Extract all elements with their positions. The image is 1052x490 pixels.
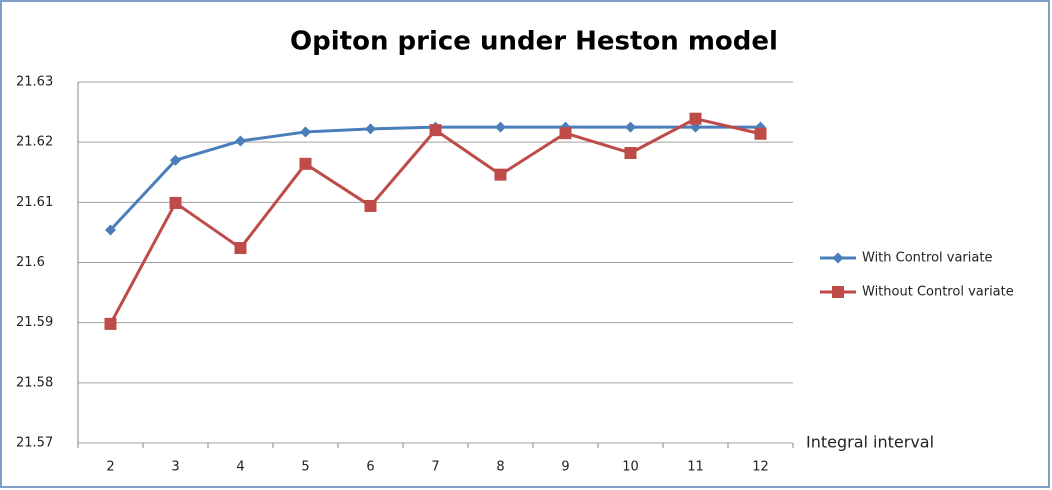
x-tick-label: 6 [366,460,374,475]
x-tick-label: 3 [171,460,179,475]
data-point [234,242,247,255]
data-point [429,124,442,137]
x-tick-label: 10 [622,460,639,475]
legend-label: Without Control variate [862,285,1014,300]
y-tick-label: 21.6 [16,255,45,270]
data-point [365,123,376,135]
y-tick-label: 21.62 [16,135,53,150]
data-point [625,121,636,133]
legend-label: With Control variate [862,251,992,266]
data-point [624,146,637,159]
x-tick-label: 11 [687,460,704,475]
data-point [364,199,377,212]
x-tick-label: 9 [561,460,569,475]
data-point [754,127,767,140]
y-tick-label: 21.59 [16,315,53,330]
data-point [300,126,311,138]
y-tick-label: 21.61 [16,195,53,210]
y-tick-label: 21.63 [16,75,53,90]
x-tick-label: 2 [106,460,114,475]
legend-marker [832,286,844,298]
legend-marker [832,252,844,264]
x-tick-label: 5 [301,460,309,475]
chart-title: Opiton price under Heston model [290,27,778,57]
data-point [169,196,182,209]
data-point [689,112,702,125]
data-point [104,317,117,330]
y-tick-label: 21.57 [16,436,53,451]
data-point [105,224,116,236]
x-tick-label: 7 [431,460,439,475]
data-point [299,157,312,170]
data-point [170,154,181,166]
y-tick-label: 21.58 [16,375,53,390]
data-point [494,168,507,181]
data-point [495,121,506,133]
data-point [235,135,246,147]
data-point [559,127,572,140]
x-tick-label: 4 [236,460,244,475]
x-tick-label: 8 [496,460,504,475]
x-axis-label: Integral interval [806,433,934,452]
x-tick-label: 12 [752,460,769,475]
